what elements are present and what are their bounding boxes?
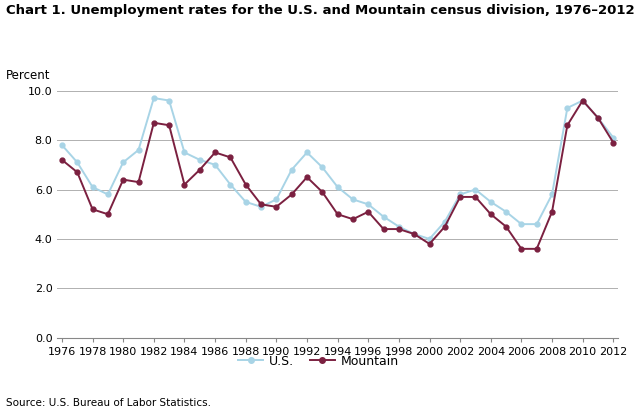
Mountain: [518, 246, 526, 251]
Mountain: [242, 182, 250, 187]
Mountain: [594, 115, 602, 120]
U.S.: [211, 162, 219, 167]
Text: Chart 1. Unemployment rates for the U.S. and Mountain census division, 1976–2012: Chart 1. Unemployment rates for the U.S.…: [6, 4, 635, 17]
U.S.: [364, 202, 372, 207]
Line: Mountain: Mountain: [59, 98, 616, 251]
Text: Percent: Percent: [6, 69, 51, 82]
Mountain: [211, 150, 219, 155]
Mountain: [273, 204, 280, 209]
Mountain: [548, 209, 556, 214]
U.S.: [349, 197, 357, 202]
Mountain: [487, 212, 494, 217]
Text: Source: U.S. Bureau of Labor Statistics.: Source: U.S. Bureau of Labor Statistics.: [6, 398, 211, 408]
Mountain: [380, 227, 387, 232]
U.S.: [548, 192, 556, 197]
U.S.: [579, 98, 587, 103]
U.S.: [227, 182, 234, 187]
U.S.: [471, 187, 479, 192]
Mountain: [303, 175, 311, 180]
Mountain: [502, 224, 510, 229]
Mountain: [426, 241, 433, 246]
Line: U.S.: U.S.: [59, 96, 616, 241]
Mountain: [288, 192, 296, 197]
U.S.: [303, 150, 311, 155]
U.S.: [273, 197, 280, 202]
Mountain: [533, 246, 541, 251]
Mountain: [181, 182, 189, 187]
U.S.: [395, 224, 403, 229]
U.S.: [564, 105, 571, 110]
U.S.: [318, 165, 326, 170]
Mountain: [410, 232, 418, 236]
Mountain: [104, 212, 111, 217]
Mountain: [564, 123, 571, 128]
Mountain: [318, 190, 326, 194]
U.S.: [441, 219, 448, 224]
U.S.: [150, 96, 157, 101]
U.S.: [426, 236, 433, 241]
U.S.: [334, 185, 341, 190]
U.S.: [119, 160, 127, 165]
Mountain: [610, 140, 617, 145]
U.S.: [380, 214, 387, 219]
U.S.: [89, 185, 96, 190]
U.S.: [257, 204, 265, 209]
Mountain: [456, 194, 464, 199]
Mountain: [150, 120, 157, 125]
U.S.: [610, 135, 617, 140]
Mountain: [119, 177, 127, 182]
U.S.: [166, 98, 173, 103]
Mountain: [58, 157, 66, 162]
Mountain: [471, 194, 479, 199]
Mountain: [395, 227, 403, 232]
Mountain: [166, 123, 173, 128]
U.S.: [594, 115, 602, 120]
Mountain: [441, 224, 448, 229]
U.S.: [73, 160, 81, 165]
U.S.: [502, 209, 510, 214]
Mountain: [579, 98, 587, 103]
U.S.: [533, 222, 541, 227]
U.S.: [487, 199, 494, 204]
Mountain: [73, 170, 81, 175]
U.S.: [104, 192, 111, 197]
U.S.: [134, 147, 142, 152]
U.S.: [181, 150, 189, 155]
U.S.: [410, 232, 418, 236]
Mountain: [349, 217, 357, 222]
Mountain: [257, 202, 265, 207]
U.S.: [456, 192, 464, 197]
Mountain: [334, 212, 341, 217]
Mountain: [227, 155, 234, 160]
Mountain: [196, 167, 204, 172]
U.S.: [196, 157, 204, 162]
Legend: U.S., Mountain: U.S., Mountain: [233, 350, 404, 373]
Mountain: [364, 209, 372, 214]
Mountain: [134, 180, 142, 185]
Mountain: [89, 207, 96, 212]
U.S.: [288, 167, 296, 172]
U.S.: [242, 199, 250, 204]
U.S.: [518, 222, 526, 227]
U.S.: [58, 143, 66, 147]
